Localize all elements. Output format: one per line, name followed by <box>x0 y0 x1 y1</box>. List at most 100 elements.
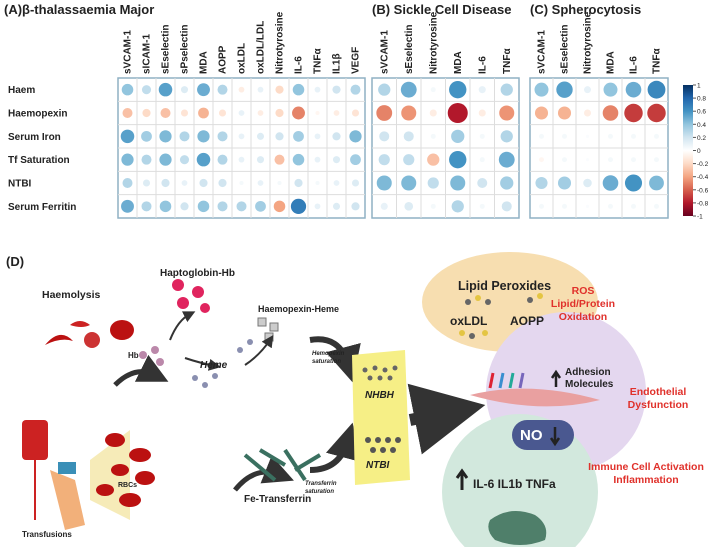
arrow <box>244 335 274 366</box>
chart-title: (B) Sickle Cell Disease <box>372 2 511 17</box>
column-label: VEGF <box>351 47 362 74</box>
corr-circle <box>351 179 360 187</box>
corr-circle <box>293 130 304 142</box>
corr-circle <box>562 157 567 163</box>
up-arrow <box>550 369 562 387</box>
corr-circle <box>403 131 414 142</box>
corr-circle <box>477 177 488 189</box>
corr-circle <box>585 158 590 162</box>
column-label: MDA <box>199 51 210 74</box>
corr-circle <box>179 155 190 165</box>
row-label: Tf Saturation <box>8 155 70 166</box>
corr-circle <box>654 157 659 163</box>
corr-circle <box>275 85 284 94</box>
corr-circle <box>479 157 485 163</box>
corr-circle <box>654 133 659 139</box>
corr-circle <box>539 203 544 209</box>
label: Transfusions <box>22 530 72 539</box>
corr-circle <box>159 130 172 143</box>
corr-circle <box>180 202 189 211</box>
cuff <box>58 462 76 474</box>
column-label: sVCAM-1 <box>123 30 134 74</box>
corr-circle <box>583 178 592 188</box>
corr-circle <box>160 108 171 118</box>
corr-circle <box>608 203 613 209</box>
colorbar-tick-label: 0.4 <box>697 122 706 129</box>
corr-circle <box>275 108 284 118</box>
corr-circle <box>290 198 307 214</box>
label: Dysfunction <box>628 399 689 411</box>
corr-circle <box>499 105 515 121</box>
column-label: IL-6 <box>629 56 640 74</box>
immune-cell <box>488 511 547 545</box>
arrow <box>184 357 221 371</box>
rbc <box>110 320 134 340</box>
corr-circle <box>539 133 544 139</box>
corr-circle <box>181 180 188 186</box>
corr-circle <box>430 133 436 139</box>
corr-circle <box>380 202 388 210</box>
corr-circle <box>199 178 208 188</box>
corr-circle <box>584 86 591 94</box>
corr-circle <box>197 200 210 213</box>
corr-circle <box>332 132 341 141</box>
corr-circle <box>180 86 189 94</box>
corr-circle <box>217 201 228 212</box>
corr-circle <box>277 180 282 186</box>
corr-circle <box>449 150 467 169</box>
label: NTBI <box>366 460 390 471</box>
corr-circle <box>479 133 485 139</box>
corr-circle <box>161 178 170 188</box>
label: oxLDL <box>450 314 487 328</box>
label: saturation <box>312 359 341 365</box>
colorbar-tick-label: 1 <box>697 83 701 90</box>
corr-circle <box>332 85 341 94</box>
corr-circle <box>585 134 590 138</box>
arrow <box>233 455 294 492</box>
column-label: TNFα <box>313 48 324 74</box>
corr-circle <box>141 201 152 212</box>
corr-circle <box>257 180 264 186</box>
corr-circle <box>649 175 664 191</box>
corr-circle <box>141 130 152 142</box>
corr-circle <box>500 130 513 143</box>
corr-circle <box>654 203 659 209</box>
hemopexin-molecules <box>257 317 279 342</box>
label: Hb <box>128 351 139 360</box>
corr-circle <box>314 133 321 140</box>
corr-circle <box>315 180 320 186</box>
corr-circle <box>350 154 361 166</box>
corr-circle <box>141 85 152 95</box>
corr-circle <box>257 110 264 116</box>
label: AOPP <box>510 314 544 328</box>
column-label: sEselectin <box>404 25 415 74</box>
colorbar-tick-label: -0.6 <box>697 187 709 194</box>
corr-circle <box>625 81 642 98</box>
column-label: AOPP <box>218 45 229 74</box>
corr-circle <box>602 105 619 121</box>
corr-circle <box>478 109 486 117</box>
column-label: oxLDL/LDL <box>256 21 267 74</box>
corr-circle <box>608 133 613 139</box>
corr-circle <box>585 204 590 208</box>
label: ROS <box>572 285 595 297</box>
rbcs <box>96 433 155 507</box>
column-label: sPselectin <box>180 25 191 74</box>
corr-circle <box>430 203 436 209</box>
corr-circle <box>351 109 360 117</box>
column-label: Nitrotyrosine <box>583 11 594 74</box>
corr-circle <box>180 109 189 117</box>
adhesion-markers <box>488 372 525 389</box>
corr-circle <box>479 203 485 209</box>
row-label: Serum Iron <box>8 132 61 143</box>
column-label: IL-6 <box>294 56 305 74</box>
corr-circle <box>451 200 464 213</box>
corr-circle <box>236 201 247 212</box>
arrow <box>309 422 361 473</box>
colorbar-tick-label: 0 <box>697 148 701 155</box>
corr-circle <box>292 106 305 120</box>
label: Adhesion <box>565 367 611 378</box>
column-label: Nitrotyrosine <box>428 11 439 74</box>
corr-circle <box>179 131 190 142</box>
label: IL-6 IL1b TNFa <box>473 477 556 491</box>
